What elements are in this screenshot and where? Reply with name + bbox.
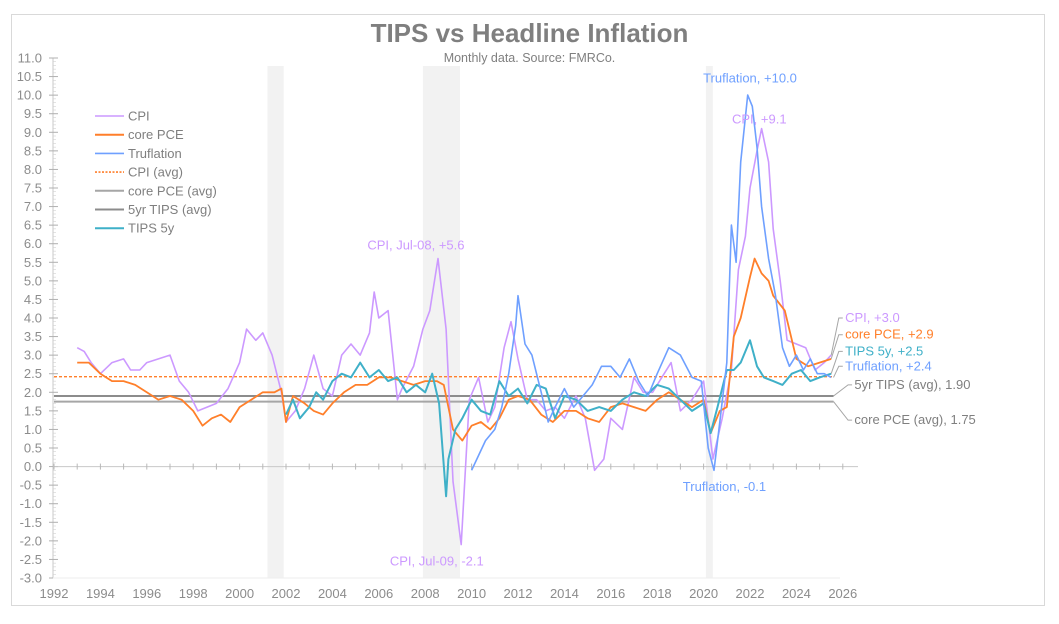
y-tick-label: 9.0 [24, 125, 42, 140]
y-tick-label: 2.5 [24, 366, 42, 381]
annotation-label: core PCE, +2.9 [845, 327, 934, 342]
y-tick-label: 6.0 [24, 236, 42, 251]
x-tick-label: 1994 [86, 586, 115, 601]
recession-band [267, 66, 284, 578]
series-line-core-pce [77, 257, 832, 442]
y-tick-label: 8.0 [24, 162, 42, 177]
x-tick-label: 2002 [272, 586, 301, 601]
x-tick-label: 2012 [504, 586, 533, 601]
x-tick-label: 2020 [689, 586, 718, 601]
x-tick-label: 2024 [782, 586, 811, 601]
x-tick-label: 2022 [736, 586, 765, 601]
legend-label: core PCE [128, 127, 184, 142]
y-tick-label: 8.5 [24, 143, 42, 158]
legend: CPI core PCE Truflation CPI (avg) core PCE (… [95, 109, 217, 236]
annotation-leader-line [830, 317, 843, 356]
annotation-label: Truflation, +10.0 [703, 70, 797, 85]
x-tick-label: 2026 [828, 586, 857, 601]
x-tick-label: 2016 [596, 586, 625, 601]
x-tick-label: 2006 [364, 586, 393, 601]
legend-label: core PCE (avg) [128, 183, 217, 198]
x-tick-label: 2014 [550, 586, 579, 601]
recession-band [705, 66, 713, 578]
annotation-label: CPI, Jul-09, -2.1 [390, 553, 484, 568]
y-tick-label: -0.5 [20, 478, 42, 493]
y-tick-label: 3.0 [24, 348, 42, 363]
y-tick-label: 0.0 [24, 459, 42, 474]
annotation-leader-line [830, 334, 843, 360]
y-tick-label: 11.0 [18, 51, 42, 66]
series-lines [76, 94, 832, 546]
annotation-label: TIPS 5y, +2.5 [845, 343, 923, 358]
legend-label: TIPS 5y [128, 221, 175, 236]
y-tick-label: 4.5 [24, 292, 42, 307]
annotation-leader-line [830, 350, 843, 374]
x-tick-label: 2008 [411, 586, 440, 601]
annotation-label: CPI, +3.0 [845, 310, 900, 325]
axes: 11.0 10.5 10.0 9.5 9.0 8.5 8.0 7.5 7.0 6.5 6.0 5.5 5… [17, 51, 858, 601]
y-tick-label: 3.5 [24, 329, 42, 344]
annotation-label: Truflation, -0.1 [683, 479, 766, 494]
y-tick-label: 5.0 [24, 273, 42, 288]
recession-band [422, 66, 460, 578]
y-tick-label: -3.0 [20, 571, 42, 586]
legend-label: CPI (avg) [128, 165, 183, 180]
x-tick-label: 1998 [179, 586, 208, 601]
annotation-label: CPI, Jul-08, +5.6 [367, 238, 464, 253]
recession-bands [267, 66, 713, 578]
chart-title: TIPS vs Headline Inflation [370, 18, 689, 48]
y-tick-label: 10.5 [17, 69, 42, 84]
y-tick-label: 4.0 [24, 311, 42, 326]
y-tick-label: 1.0 [24, 422, 42, 437]
chart-subtitle: Monthly data. Source: FMRCo. [443, 51, 616, 65]
x-tick-label: 2004 [318, 586, 347, 601]
y-tick-label: 7.0 [24, 199, 42, 214]
y-tick-label: -2.5 [20, 552, 42, 567]
series-line-truflation [470, 94, 832, 472]
y-tick-label: 1.5 [24, 403, 42, 418]
y-tick-label: 9.5 [24, 106, 42, 121]
y-tick-label: -2.0 [20, 533, 42, 548]
x-tick-label: 1996 [132, 586, 161, 601]
annotation-label: Truflation, +2.4 [845, 358, 932, 373]
annotation-leader-line [833, 384, 853, 397]
y-tick-label: 6.5 [24, 218, 42, 233]
annotation-label: 5yr TIPS (avg), 1.90 [854, 377, 970, 392]
y-tick-label: -1.5 [20, 515, 42, 530]
y-tick-label: 2.0 [24, 385, 42, 400]
annotation-label: core PCE (avg), 1.75 [854, 412, 975, 427]
legend-label: CPI [128, 109, 150, 124]
legend-label: 5yr TIPS (avg) [128, 202, 212, 217]
annotations: Truflation, +10.0 CPI, +9.1 CPI, Jul-08, +… [367, 70, 975, 568]
x-tick-label: 2010 [457, 586, 486, 601]
y-tick-label: 10.0 [17, 88, 42, 103]
legend-label: Truflation [128, 146, 182, 161]
annotation-leader-line [833, 401, 853, 421]
y-tick-label: -1.0 [20, 496, 42, 511]
annotation-leader-line [833, 365, 843, 378]
series-line-tips-5y [285, 339, 832, 498]
y-tick-label: 0.5 [24, 441, 42, 456]
chart-frame [11, 14, 1045, 606]
x-tick-label: 2018 [643, 586, 672, 601]
x-tick-label: 2000 [225, 586, 254, 601]
y-tick-label: 7.5 [24, 181, 42, 196]
y-tick-label: 5.5 [24, 255, 42, 270]
annotation-label: CPI, +9.1 [732, 111, 787, 126]
series-line-cpi [76, 127, 832, 546]
x-tick-label: 1992 [40, 586, 69, 601]
